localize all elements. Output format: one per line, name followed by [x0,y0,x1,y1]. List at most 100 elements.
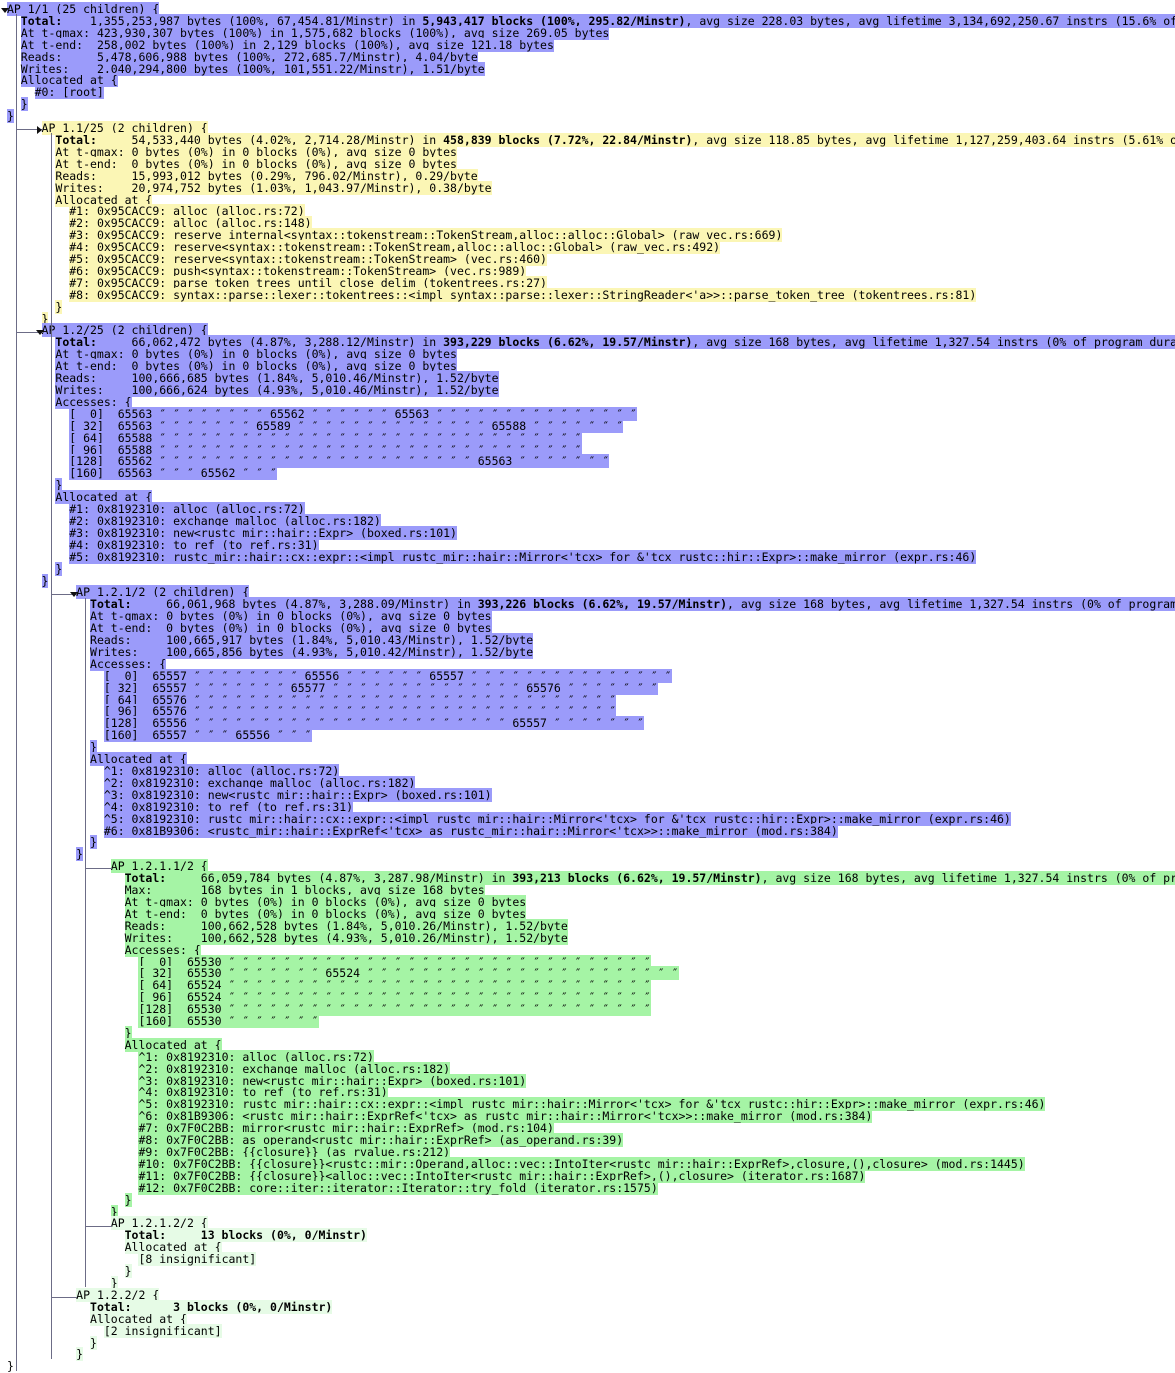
node-header-ap-1-1-25[interactable]: AP 1.1/25 (2 children) { [0,121,1175,136]
stack-frame-row: #8: 0x7F0C2BB: as_operand<rustc_mir::hai… [0,1133,1175,1148]
row-highlight: Allocated at { [124,1240,222,1255]
row-highlight: [160] 65563 ″ ″ ″ 65562 ″ ″ ″ [69,466,277,481]
stat-value: 0 bytes (0%) in 0 blocks (0%), avg size … [124,144,457,159]
node-header-ap-1-1[interactable]: AP 1/1 (25 children) { [0,2,1175,16]
allocated-at-label: Allocated at { [90,752,187,767]
row-highlight: ^1: 0x8192310: alloc (alloc.rs:72) [138,1049,374,1064]
stat-value: 168 bytes in 1 blocks, avg size 168 byte… [152,883,485,898]
allocated-at-label: Allocated at { [124,1240,222,1255]
accesses-close-brace: } [0,1025,1175,1040]
close-brace: } [55,299,63,314]
accesses-row: [128] 65556 ″ ″ ″ ″ ″ ″ ″ ″ ″ ″ ″ ″ ″ ″ … [0,716,1175,731]
row-highlight: AP 1.2.2/2 { [76,1287,160,1302]
row-highlight: Allocated at { [55,490,153,505]
accesses-row: [ 64] 65524 ″ ″ ″ ″ ″ ″ ″ ″ ″ ″ ″ ″ ″ ″ … [0,978,1175,993]
stack-frame-row: ^5: 0x8192310: rustc_mir::hair::cx::expr… [0,1097,1175,1112]
stat-value: 100,665,856 bytes (4.93%, 5,010.42/Minst… [138,644,534,659]
allocated-at-header: Allocated at { [0,1037,1175,1052]
close-brace: } [76,847,84,862]
stat-label: Total: [124,871,167,886]
node-header-text: AP 1.2.1/2 (2 children) { [76,585,250,600]
row-highlight: Allocated at { [124,1037,222,1052]
row-highlight: } [55,299,63,314]
row-highlight: [128] 65556 ″ ″ ″ ″ ″ ″ ″ ″ ″ ″ ″ ″ ″ ″ … [103,716,644,731]
stat-row: Writes: 20,974,752 bytes (1.03%, 1,043.9… [0,180,1175,195]
stack-frame-row: [8 insignificant] [0,1252,1175,1267]
accesses-row: [160] 65563 ″ ″ ″ 65562 ″ ″ ″ [0,466,1175,481]
row-highlight: } [20,97,28,112]
stack-frame-text: ^4: 0x8192310: to_ref (to_ref.rs:31) [138,1085,388,1100]
stat-label: Writes: [20,61,70,76]
row-highlight: #0: [root] [34,85,104,100]
stack-frame-text: ^4: 0x8192310: to_ref (to_ref.rs:31) [103,799,354,814]
row-highlight: Accesses: { [90,656,167,671]
stack-frame-text: #9: 0x7F0C2BB: {{closure}} (as_rvalue.rs… [138,1145,451,1159]
stack-frame-row: #9: 0x7F0C2BB: {{closure}} (as_rvalue.rs… [0,1145,1175,1159]
close-brace: } [124,1264,132,1279]
node-header-ap-1-2-1-2[interactable]: AP 1.2.1/2 (2 children) { [0,585,1175,600]
row-highlight: Total: 13 blocks (0%, 0/Minstr) [124,1228,367,1243]
stack-frame-text: #12: 0x7F0C2BB: core::iter::iterator::It… [138,1180,658,1195]
stack-frame-text: ^5: 0x8192310: rustc_mir::hair::cx::expr… [138,1097,1046,1112]
stat-row: Writes: 100,666,624 bytes (4.93%, 5,010.… [0,383,1175,397]
stat-value-tail: , avg size 228.03 bytes, avg lifetime 3,… [685,13,1175,28]
node-header-text: AP 1.2.1.1/2 { [110,859,208,874]
row-highlight: Allocated at { [90,752,187,767]
stat-row: Total: 1,355,253,987 bytes (100%, 67,454… [0,13,1175,28]
row-highlight: #6: 0x95CACC9: push<syntax::tokenstream:… [69,263,527,278]
accesses-row-text: [ 64] 65524 ″ ″ ″ ″ ″ ″ ″ ″ ″ ″ ″ ″ ″ ″ … [138,978,651,993]
stat-value: 0 bytes (0%) in 0 blocks (0%), avg size … [124,347,457,362]
row-highlight: } [76,1347,84,1362]
stack-frame-row: #4: 0x8192310: to_ref (to_ref.rs:31) [0,537,1175,552]
row-highlight: [ 96] 65576 ″ ″ ″ ″ ″ ″ ″ ″ ″ ″ ″ ″ ″ ″ … [103,704,617,719]
row-highlight: ^4: 0x8192310: to_ref (to_ref.rs:31) [103,799,354,814]
stat-label: Total: [90,1299,132,1314]
row-highlight: } [41,573,49,588]
row-highlight: Reads: 15,993,012 bytes (0.29%, 796.02/M… [55,168,478,183]
stat-label: Reads: [55,371,97,386]
row-highlight: #5: 0x8192310: rustc_mir::hair::cx::expr… [69,549,977,564]
accesses-row: [ 96] 65524 ″ ″ ″ ″ ″ ″ ″ ″ ″ ″ ″ ″ ″ ″ … [0,990,1175,1005]
stat-value: 0 bytes (0%) in 0 blocks (0%), avg size … [117,156,457,171]
stack-frame-text: ^2: 0x8192310: exchange_malloc (alloc.rs… [138,1061,451,1076]
node-header-ap-1-2-1-1-2[interactable]: AP 1.2.1.1/2 { [0,859,1175,874]
stack-frame-text: #5: 0x8192310: rustc_mir::hair::cx::expr… [69,549,977,564]
node-header-ap-1-2-2-2[interactable]: AP 1.2.2/2 { [0,1287,1175,1302]
accesses-row-text: [ 64] 65588 ″ ″ ″ ″ ″ ″ ″ ″ ″ ″ ″ ″ ″ ″ … [69,430,582,445]
row-highlight: Writes: 100,662,528 bytes (4.93%, 5,010.… [124,930,568,945]
row-highlight: [ 0] 65557 ″ ″ ″ ″ ″ ″ ″ ″ 65556 ″ ″ ″ ″… [103,668,672,683]
row-highlight: #3: 0x95CACC9: reserve_internal<syntax::… [69,228,783,243]
node-header-ap-1-2-1-2-2[interactable]: AP 1.2.1.2/2 { [0,1216,1175,1231]
close-brace: } [20,97,28,112]
stat-value: 0 bytes (0%) in 0 blocks (0%), avg size … [159,609,492,624]
row-highlight: } [55,478,63,493]
row-highlight: #8: 0x7F0C2BB: as_operand<rustc_mir::hai… [138,1133,624,1148]
stat-row: Max: 168 bytes in 1 blocks, avg size 168… [0,883,1175,898]
row-highlight: ^5: 0x8192310: rustc_mir::hair::cx::expr… [103,811,1011,826]
stack-frame-row: #8: 0x95CACC9: syntax::parse::lexer::tok… [0,287,1175,302]
stat-value: 100,666,624 bytes (4.93%, 5,010.46/Minst… [103,383,499,397]
stat-label: Total: [90,597,132,612]
stat-row: Total: 54,533,440 bytes (4.02%, 2,714.28… [0,132,1175,147]
row-highlight: [160] 65530 ″ ″ ″ ″ ″ ″ ″ [138,1014,319,1029]
node-close-brace: } [0,311,1175,326]
row-highlight: [ 0] 65530 ″ ″ ″ ″ ″ ″ ″ ″ ″ ″ ″ ″ ″ ″ ″… [138,954,651,969]
node-header-ap-1-2-25[interactable]: AP 1.2/25 (2 children) { [0,323,1175,338]
row-highlight: At t-gmax: 0 bytes (0%) in 0 blocks (0%)… [124,894,527,909]
row-highlight: ^1: 0x8192310: alloc (alloc.rs:72) [103,764,340,778]
stack-frame-row: ^2: 0x8192310: exchange_malloc (alloc.rs… [0,1061,1175,1076]
stat-label: At t-gmax: [124,894,194,909]
stack-frame-row: #7: 0x7F0C2BB: mirror<rustc_mir::hair::E… [0,1121,1175,1136]
row-highlight: Reads: 100,665,917 bytes (1.84%, 5,010.4… [90,633,534,648]
stack-frame-text: [2 insignificant] [103,1323,222,1338]
stat-value-tail: , avg size 168 bytes, avg lifetime 1,327… [761,871,1175,886]
close-brace: } [124,1192,132,1207]
stat-value: 258,002 bytes (100%) in 2,129 blocks (10… [83,37,554,52]
row-highlight: AP 1/1 (25 children) { [6,2,160,16]
stack-frame-text: #5: 0x95CACC9: reserve<syntax::tokenstre… [69,252,547,267]
row-highlight: Allocated at { [90,1311,187,1326]
row-highlight: Max: 168 bytes in 1 blocks, avg size 168… [124,883,485,898]
stack-frame-text: #11: 0x7F0C2BB: {{closure}}<alloc::vec::… [138,1168,866,1183]
stack-frame-row: #12: 0x7F0C2BB: core::iter::iterator::It… [0,1180,1175,1195]
